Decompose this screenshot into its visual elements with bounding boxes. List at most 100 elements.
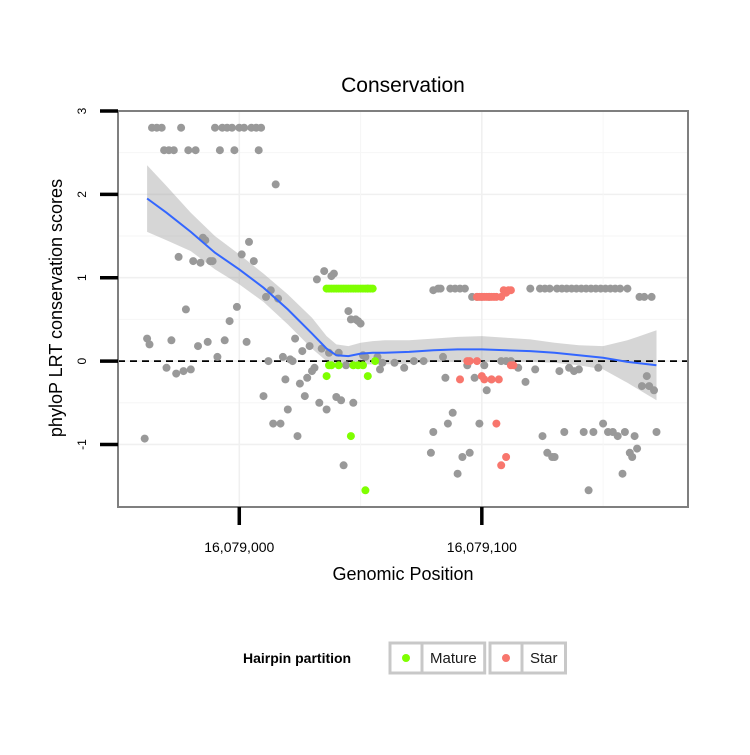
- data-point-other: [203, 337, 212, 346]
- data-point-other: [342, 361, 350, 370]
- data-point-other: [179, 367, 188, 376]
- data-point-other: [169, 146, 178, 155]
- data-point-other: [312, 275, 321, 284]
- data-point-other: [305, 342, 314, 351]
- data-point-other: [443, 419, 452, 428]
- data-point-other: [647, 292, 656, 301]
- data-point-other: [616, 284, 625, 293]
- data-point-other: [240, 123, 249, 132]
- data-point-other: [269, 419, 278, 428]
- data-point-other: [215, 146, 224, 155]
- data-point-other: [174, 252, 183, 261]
- data-point-other: [630, 432, 639, 441]
- plot-panel: [118, 111, 688, 507]
- data-point-mature: [359, 361, 367, 370]
- data-point-other: [228, 123, 236, 132]
- data-point-other: [640, 292, 649, 301]
- data-point-other: [574, 365, 583, 374]
- legend-label-mature: Mature: [430, 650, 477, 667]
- data-point-other: [303, 373, 312, 382]
- data-point-other: [390, 358, 399, 367]
- data-point-star: [509, 361, 518, 370]
- data-point-other: [315, 398, 324, 407]
- data-point-star: [487, 375, 496, 384]
- data-point-other: [475, 419, 484, 428]
- data-point-other: [167, 336, 176, 345]
- data-point-other: [189, 257, 198, 266]
- data-point-star: [492, 419, 501, 428]
- data-point-mature: [327, 361, 336, 370]
- data-point-other: [458, 453, 467, 461]
- data-point-other: [237, 250, 246, 259]
- data-point-other: [295, 379, 304, 388]
- data-point-other: [426, 448, 435, 457]
- data-point-other: [453, 469, 462, 478]
- data-point-other: [356, 319, 365, 328]
- data-point-other: [254, 146, 263, 155]
- data-point-other: [521, 377, 530, 386]
- data-point-star: [473, 357, 481, 366]
- smooth-line: [146, 197, 657, 367]
- x-axis: 16,079,000 16,079,100: [204, 507, 517, 555]
- data-point-other: [293, 432, 302, 441]
- data-point-other: [613, 432, 622, 441]
- data-point-star: [456, 375, 464, 384]
- data-point-other: [211, 123, 219, 132]
- data-point-star: [497, 461, 506, 470]
- data-point-other: [271, 180, 280, 189]
- legend-item-mature: Mature: [388, 641, 487, 675]
- legend-swatch-mature: [402, 654, 410, 662]
- data-point-other: [439, 352, 447, 361]
- data-point-other: [274, 294, 283, 303]
- data-point-other: [337, 396, 346, 405]
- data-point-other: [262, 292, 270, 301]
- data-point-other: [361, 352, 370, 361]
- data-point-other: [157, 123, 166, 132]
- data-point-other: [322, 405, 331, 414]
- data-point-other: [186, 365, 195, 374]
- legend-item-frame: [488, 641, 567, 675]
- y-tick-label: 0: [75, 357, 89, 364]
- y-tick-label: -1: [75, 439, 89, 450]
- data-point-mature: [361, 486, 370, 495]
- data-point-other: [208, 257, 217, 266]
- data-point-other: [259, 392, 268, 401]
- data-point-star: [465, 357, 474, 366]
- data-point-other: [242, 337, 251, 346]
- data-point-other: [642, 372, 651, 381]
- data-point-other: [650, 386, 658, 395]
- data-point-other: [162, 363, 171, 372]
- data-point-other: [550, 453, 559, 461]
- data-point-other: [584, 486, 593, 495]
- data-point-other: [589, 428, 598, 436]
- data-point-star: [494, 375, 503, 384]
- chart-title: Conservation: [341, 74, 465, 97]
- data-point-other: [633, 444, 642, 453]
- data-point-mature: [368, 284, 377, 293]
- data-point-other: [181, 305, 190, 314]
- data-point-star: [480, 375, 489, 384]
- x-axis-label: Genomic Position: [332, 564, 473, 584]
- data-point-other: [623, 284, 632, 293]
- data-point-other: [470, 373, 479, 382]
- data-point-other: [140, 434, 149, 443]
- data-point-other: [291, 334, 300, 343]
- data-point-other: [249, 257, 258, 266]
- legend-item-star: Star: [488, 641, 567, 675]
- data-point-other: [482, 386, 491, 395]
- data-point-other: [278, 352, 287, 361]
- data-points: [140, 123, 661, 495]
- data-point-other: [264, 357, 273, 366]
- x-tick-label: 16,079,100: [447, 539, 517, 555]
- data-point-other: [618, 469, 627, 478]
- legend-label-star: Star: [530, 650, 558, 667]
- data-point-other: [281, 375, 290, 384]
- confidence-band-group: [147, 165, 657, 401]
- data-point-other: [409, 357, 418, 366]
- data-point-other: [220, 336, 229, 345]
- data-point-other: [310, 363, 319, 372]
- data-point-other: [628, 453, 637, 461]
- data-point-star: [502, 453, 511, 461]
